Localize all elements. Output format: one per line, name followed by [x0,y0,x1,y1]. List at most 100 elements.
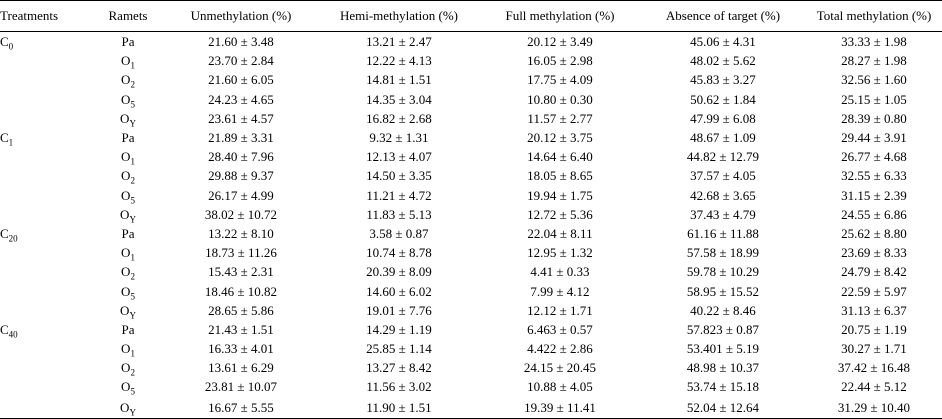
cell-treatment [0,396,92,419]
cell-unmethylation: 23.70 ± 2.84 [208,53,274,69]
cell-absence-of-target: 50.62 ± 1.84 [690,91,756,107]
table-body: C0 Pa 21.60 ± 3.48 13.21 ± 2.47 20.12 ± 3.49… [0,32,942,419]
cell-absence-of-target: 48.02 ± 5.62 [690,53,756,69]
cell-total-methylation: 31.15 ± 2.39 [841,187,907,203]
header-row: Treatments Ramets Unmethylation (%) Hemi… [0,0,942,32]
cell-ramet: O1 [92,339,164,358]
ramet-label: O [120,399,130,415]
ramet-subscript: 5 [130,195,135,206]
table-row: O1 28.40 ± 7.96 12.13 ± 4.07 14.64 ± 6.40 44… [0,147,942,166]
cell-absence-of-target: 45.83 ± 3.27 [690,72,756,88]
ramet-subscript: Y [129,310,136,321]
cell-total-methylation: 28.39 ± 0.80 [841,110,907,126]
cell-hemi-methylation: 11.83 ± 5.13 [366,206,432,222]
cell-hemi-methylation: 14.29 ± 1.19 [366,321,432,337]
header-unmethylation: Unmethylation (%) [164,0,318,32]
ramet-label: O [121,379,131,395]
ramet-subscript: Y [129,407,136,418]
cell-full-methylation: 22.04 ± 8.11 [527,225,593,241]
cell-hemi-methylation: 11.21 ± 4.72 [366,187,432,203]
cell-unmethylation: 38.02 ± 10.72 [204,206,278,222]
ramet-label: O [121,360,131,376]
header-total-methylation: Total methylation (%) [806,0,942,32]
table-row: O5 23.81 ± 10.07 11.56 ± 3.02 10.88 ± 4.05 5… [0,377,942,396]
cell-unmethylation: 15.43 ± 2.31 [208,264,274,280]
cell-total-methylation: 31.29 ± 10.40 [806,396,942,419]
cell-full-methylation: 4.41 ± 0.33 [530,264,590,280]
cell-hemi-methylation: 11.56 ± 3.02 [366,379,432,395]
cell-ramet: O2 [92,262,164,281]
cell-full-methylation: 14.64 ± 6.40 [527,149,593,165]
table-row: C1 Pa 21.89 ± 3.31 9.32 ± 1.31 20.12 ± 3.75 4… [0,128,942,147]
cell-unmethylation: 26.17 ± 4.99 [208,187,274,203]
cell-total-methylation: 25.15 ± 1.05 [841,91,907,107]
cell-total-methylation: 29.44 ± 3.91 [841,130,907,146]
treatment-label: C [0,321,9,337]
header-full-methylation: Full methylation (%) [480,0,640,32]
cell-ramet: Pa [92,128,164,147]
cell-hemi-methylation: 12.13 ± 4.07 [366,149,432,165]
cell-unmethylation: 13.22 ± 8.10 [208,225,274,241]
cell-total-methylation: 20.75 ± 1.19 [841,321,907,337]
cell-treatment [0,339,92,358]
cell-full-methylation: 19.39 ± 11.41 [480,396,640,419]
cell-treatment [0,90,92,109]
cell-treatment [0,186,92,205]
cell-ramet: OY [92,301,164,320]
ramet-subscript: 1 [130,348,135,359]
cell-hemi-methylation: 3.58 ± 0.87 [369,225,429,241]
header-ramets: Ramets [92,0,164,32]
cell-treatment [0,51,92,70]
table-row: O1 18.73 ± 11.26 10.74 ± 8.78 12.95 ± 1.32 5… [0,243,942,262]
table-row: O1 16.33 ± 4.01 25.85 ± 1.14 4.422 ± 2.86 53… [0,339,942,358]
ramet-label: Pa [121,321,135,337]
cell-treatment [0,301,92,320]
treatment-label: C [0,225,9,241]
cell-full-methylation: 7.99 ± 4.12 [530,283,590,299]
ramet-subscript: 2 [130,176,135,186]
ramet-subscript: 1 [130,156,135,167]
cell-absence-of-target: 48.98 ± 10.37 [686,360,760,376]
cell-treatment [0,243,92,262]
cell-absence-of-target: 44.82 ± 12.79 [686,149,760,165]
cell-absence-of-target: 53.401 ± 5.19 [686,341,760,357]
table-row: C40 Pa 21.43 ± 1.51 14.29 ± 1.19 6.463 ± 0.5… [0,320,942,339]
ramet-label: O [121,72,131,88]
cell-ramet: Pa [92,320,164,339]
ramet-subscript: Y [129,214,136,225]
cell-hemi-methylation: 13.21 ± 2.47 [366,34,432,50]
cell-absence-of-target: 47.99 ± 6.08 [690,110,756,126]
ramet-label: Pa [121,34,135,50]
ramet-subscript: 5 [130,387,135,398]
cell-hemi-methylation: 12.22 ± 4.13 [366,53,432,69]
cell-ramet: O5 [92,186,164,205]
cell-total-methylation: 30.27 ± 1.71 [841,341,907,357]
cell-full-methylation: 10.80 ± 0.30 [527,91,593,107]
cell-ramet: OY [92,396,164,419]
ramet-subscript: 5 [130,99,135,110]
ramet-subscript: 5 [130,291,135,302]
cell-ramet: Pa [92,32,164,52]
cell-ramet: O5 [92,281,164,302]
ramet-label: O [121,264,131,280]
cell-total-methylation: 23.69 ± 8.33 [841,245,907,261]
cell-total-methylation: 33.33 ± 1.98 [841,34,907,50]
cell-unmethylation: 21.43 ± 1.51 [208,321,274,337]
ramet-subscript: 2 [130,271,135,282]
cell-hemi-methylation: 11.90 ± 1.51 [318,396,480,419]
table-row: O5 18.46 ± 10.82 14.60 ± 6.02 7.99 ± 4.12 58… [0,281,942,300]
cell-treatment: C1 [0,128,92,147]
table-row: OY 38.02 ± 10.72 11.83 ± 5.13 12.72 ± 5.36 3… [0,205,942,224]
cell-unmethylation: 29.88 ± 9.37 [208,168,274,184]
cell-absence-of-target: 61.16 ± 11.88 [687,225,759,241]
table-row: OY 16.67 ± 5.55 11.90 ± 1.51 19.39 ± 11.41 5… [0,396,942,419]
cell-ramet: O1 [92,243,164,262]
ramet-label: O [121,245,131,261]
ramet-label: O [120,206,130,222]
cell-treatment [0,166,92,185]
cell-hemi-methylation: 13.27 ± 8.42 [366,360,432,376]
cell-unmethylation: 24.23 ± 4.65 [208,91,274,107]
cell-absence-of-target: 53.74 ± 15.18 [686,379,760,395]
ramet-label: O [120,110,130,126]
cell-ramet: O2 [92,70,164,89]
